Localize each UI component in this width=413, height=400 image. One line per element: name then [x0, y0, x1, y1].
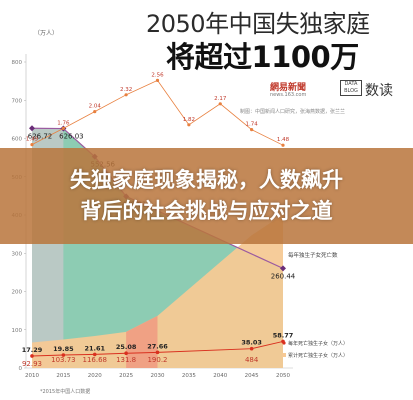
value-label-deaths: 58.77 — [273, 331, 294, 339]
value-label-total: 626.72 — [28, 132, 53, 140]
marker-deaths — [155, 350, 160, 355]
area-series-highlight — [126, 315, 158, 368]
marker-deaths — [249, 346, 254, 351]
area-series-cumulative — [32, 214, 283, 368]
data-blog-logo-icon: DATA BLOG — [340, 80, 362, 96]
y-tick-label: 600 — [12, 137, 23, 143]
chart-title: 2050年中国失独家庭 — [146, 10, 370, 38]
value-label-ratio: 2.04 — [89, 104, 102, 110]
x-tick-label: 2035 — [182, 373, 196, 379]
marker-ratio — [30, 143, 34, 147]
value-label-total: 626.03 — [59, 133, 84, 141]
brand-url: news.163.com — [270, 92, 307, 98]
legend-deaths-swatch — [282, 341, 286, 345]
marker-deaths — [124, 351, 128, 356]
marker-ratio — [281, 143, 285, 147]
x-tick-label: 2025 — [119, 373, 133, 379]
marker-ratio — [187, 123, 191, 127]
x-tick-label: 2050 — [276, 373, 290, 379]
footnote: *2015年中国人口数据 — [40, 389, 91, 395]
value-label-ratio: 1.74 — [246, 122, 259, 128]
value-label-deaths: 21.61 — [84, 344, 105, 352]
marker-ratio — [155, 78, 160, 82]
product-name: 数读 — [365, 83, 393, 99]
legend-deaths: 每年死亡独生子女（万人） — [288, 340, 348, 347]
marker-deaths — [30, 354, 34, 358]
credit-text: 制图：中国新闻人口研究，张海燕数据，张兰兰 — [240, 109, 346, 115]
value-label-ratio: 1.48 — [277, 137, 290, 143]
marker-ratio — [218, 102, 222, 106]
value-label-ratio: 2.32 — [120, 87, 132, 93]
value-label-cumulative: 92.93 — [22, 360, 42, 368]
value-label-deaths: 17.29 — [22, 346, 43, 354]
value-label-ratio: 1.49 — [26, 137, 39, 143]
marker-ratio — [124, 93, 128, 97]
value-label-ratio: 1.76 — [57, 120, 70, 126]
value-label-cumulative: 484 — [245, 356, 259, 364]
marker-ratio — [61, 126, 65, 130]
value-label-cumulative: 131.8 — [116, 356, 136, 364]
unit-label: （万人） — [34, 30, 59, 37]
value-label-cumulative: 190.2 — [147, 356, 167, 364]
y-tick-label: 700 — [12, 98, 23, 104]
value-label-cumulative: 116.68 — [83, 356, 108, 364]
value-label-ratio: 2.56 — [151, 72, 164, 78]
y-tick-label: 300 — [12, 251, 23, 257]
x-tick-label: 2010 — [25, 373, 39, 379]
chart-subtitle: 将超过1100万 — [166, 40, 359, 74]
headline-banner: 失独家庭现象揭秘，人数飙升 背后的社会挑战与应对之道 — [0, 148, 413, 244]
headline-line-1: 失独家庭现象揭秘，人数飙升 — [70, 168, 343, 192]
marker-ratio — [250, 128, 254, 132]
value-label-ratio: 1.82 — [183, 117, 195, 123]
value-label-deaths: 19.85 — [53, 345, 74, 353]
marker-total — [280, 265, 286, 272]
value-label-deaths: 25.08 — [116, 343, 137, 351]
value-label-deaths: 27.66 — [147, 342, 168, 350]
y-tick-label: 100 — [12, 328, 23, 334]
legend-cumulative-swatch — [282, 353, 286, 357]
legend-total: 每年独生子女死亡数 — [288, 251, 338, 259]
marker-ratio — [93, 110, 97, 114]
value-label-ratio: 2.17 — [214, 96, 227, 102]
y-tick-label: 200 — [12, 290, 23, 296]
value-label-deaths: 38.03 — [241, 339, 262, 347]
x-tick-label: 2040 — [213, 373, 227, 379]
marker-total — [29, 125, 35, 132]
marker-deaths — [61, 353, 66, 357]
value-label-cumulative: 103.73 — [51, 356, 76, 364]
legend-cumulative: 累计死亡独生子女（万人） — [288, 352, 348, 359]
x-tick-label: 2020 — [88, 373, 102, 379]
value-label-total: 260.44 — [271, 272, 296, 280]
x-tick-label: 2045 — [245, 373, 259, 379]
x-tick-label: 2030 — [151, 373, 165, 379]
headline-line-2: 背后的社会挑战与应对之道 — [80, 199, 333, 223]
brand-name: 網易新聞 — [270, 83, 307, 93]
marker-deaths — [92, 352, 97, 357]
y-tick-label: 800 — [12, 60, 23, 66]
y-tick-label: 0 — [19, 366, 23, 372]
x-tick-label: 2015 — [56, 373, 70, 379]
